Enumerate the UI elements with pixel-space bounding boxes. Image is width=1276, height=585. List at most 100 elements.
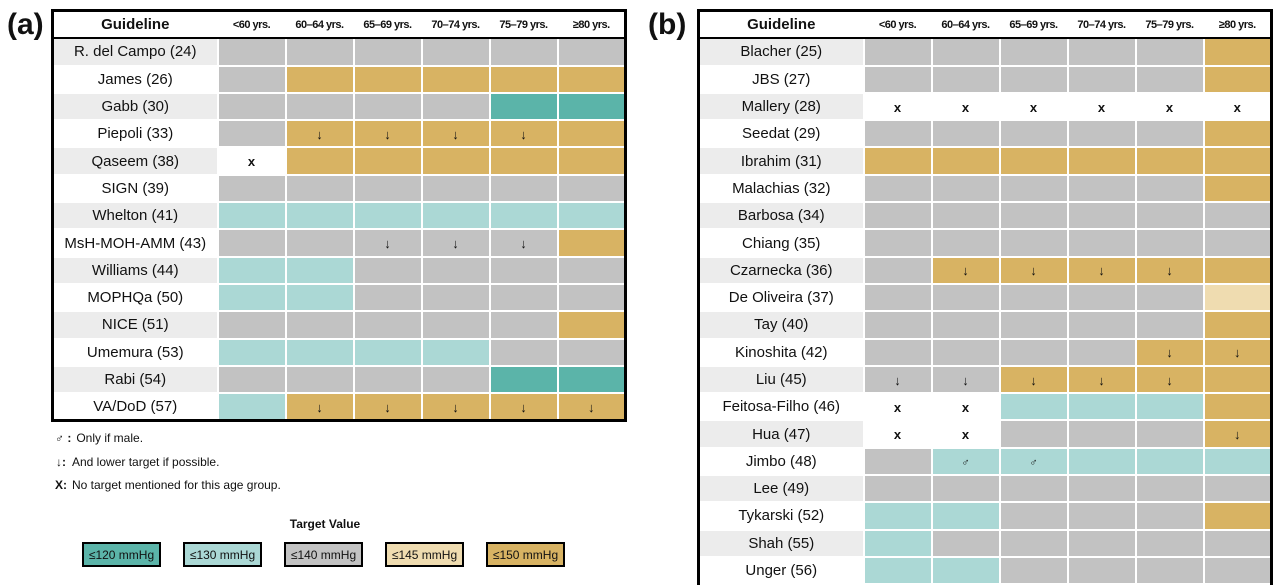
down-arrow-icon: ↓ <box>1030 372 1037 388</box>
panel-b-label: (b) <box>648 8 687 41</box>
x-mark-icon: x <box>893 99 902 115</box>
column-header-age: 65–69 yrs. <box>353 10 423 40</box>
target-cell <box>1067 420 1137 449</box>
table-b-header: Guideline <60 yrs. 60–64 yrs. 65–69 yrs.… <box>698 10 1272 40</box>
panel-a-label: (a) <box>7 8 44 41</box>
target-cell <box>1135 38 1205 67</box>
target-cell <box>999 338 1069 367</box>
guideline-name: MOPHQa (50) <box>52 283 219 313</box>
target-cell <box>999 174 1069 204</box>
target-cell: ↓ <box>489 393 559 422</box>
target-cell: ↓ <box>931 256 1001 285</box>
target-cell: x <box>1067 92 1137 122</box>
target-cell <box>217 38 287 67</box>
table-row: MOPHQa (50) <box>52 283 626 313</box>
down-arrow-icon: ↓ <box>384 236 391 252</box>
target-cell <box>1067 502 1137 531</box>
target-cell <box>1203 393 1272 422</box>
target-cell <box>1203 365 1272 395</box>
target-cell <box>863 338 933 367</box>
target-cell <box>557 202 626 231</box>
legend: ≤120 mmHg ≤130 mmHg ≤140 mmHg ≤145 mmHg … <box>82 542 587 567</box>
table-row: Tay (40) <box>698 311 1272 340</box>
table-row: R. del Campo (24) <box>52 38 626 67</box>
target-cell <box>1203 120 1272 149</box>
target-cell: ↓ <box>999 365 1069 395</box>
target-cell: ↓ <box>489 120 559 149</box>
target-cell <box>931 65 1001 94</box>
target-cell <box>931 311 1001 340</box>
target-cell <box>931 529 1001 558</box>
target-cell: ↓ <box>421 393 491 422</box>
target-cell <box>863 65 933 94</box>
target-cell <box>1067 120 1137 149</box>
guideline-name: Williams (44) <box>52 256 219 285</box>
target-cell: ↓ <box>931 365 1001 395</box>
target-cell <box>1067 229 1137 258</box>
target-cell: x <box>863 92 933 122</box>
target-cell <box>285 283 355 313</box>
guideline-name: Lee (49) <box>698 475 865 504</box>
column-header-age: <60 yrs. <box>217 10 287 40</box>
target-cell <box>353 65 423 94</box>
column-header-age: 60–64 yrs. <box>285 10 355 40</box>
target-cell <box>557 92 626 122</box>
guideline-name: Seedat (29) <box>698 120 865 149</box>
target-cell <box>217 174 287 204</box>
target-cell <box>421 311 491 340</box>
target-cell <box>353 92 423 122</box>
target-cell <box>1203 283 1272 313</box>
note-text: And lower target if possible. <box>72 454 220 469</box>
table-b-body: Blacher (25) JBS (27) Mallery (28) x x x x x x Se… <box>698 38 1272 585</box>
target-cell <box>557 65 626 94</box>
target-cell: x <box>931 92 1001 122</box>
target-cell <box>1067 202 1137 231</box>
target-cell <box>999 556 1069 585</box>
legend-title: Target Value <box>289 517 361 531</box>
x-mark-icon: x <box>1029 99 1038 115</box>
target-cell <box>1135 420 1205 449</box>
guideline-table-b: Guideline <60 yrs. 60–64 yrs. 65–69 yrs.… <box>697 9 1273 585</box>
target-cell <box>557 147 626 176</box>
target-cell <box>1203 529 1272 558</box>
guideline-name: Blacher (25) <box>698 38 865 67</box>
table-row: Gabb (30) <box>52 92 626 122</box>
target-cell <box>863 447 933 477</box>
target-cell: ↓ <box>1135 365 1205 395</box>
down-arrow-icon: ↓ <box>520 399 527 415</box>
down-arrow-icon: ↓ <box>894 372 901 388</box>
target-cell <box>557 311 626 340</box>
legend-item-150: ≤150 mmHg <box>486 542 565 567</box>
target-cell <box>217 202 287 231</box>
target-cell <box>863 256 933 285</box>
target-cell <box>217 120 287 149</box>
column-header-age: ≥80 yrs. <box>1203 10 1272 40</box>
x-mark-icon: x <box>961 99 970 115</box>
target-cell <box>557 283 626 313</box>
target-cell <box>489 65 559 94</box>
target-cell: ↓ <box>421 229 491 258</box>
guideline-name: Shah (55) <box>698 529 865 558</box>
target-cell <box>999 529 1069 558</box>
guideline-name: SIGN (39) <box>52 174 219 204</box>
target-cell <box>1135 311 1205 340</box>
target-cell <box>489 311 559 340</box>
guideline-name: R. del Campo (24) <box>52 38 219 67</box>
table-row: Czarnecka (36) ↓ ↓ ↓ ↓ <box>698 256 1272 285</box>
table-row: MsH-MOH-AMM (43) ↓ ↓ ↓ <box>52 229 626 258</box>
guideline-name: Ibrahim (31) <box>698 147 865 176</box>
guideline-name: Mallery (28) <box>698 92 865 122</box>
target-cell <box>217 65 287 94</box>
legend-item-120: ≤120 mmHg <box>82 542 161 567</box>
legend-item-130: ≤130 mmHg <box>183 542 262 567</box>
target-cell <box>557 38 626 67</box>
target-cell <box>999 393 1069 422</box>
target-cell <box>1135 65 1205 94</box>
target-cell: x <box>217 147 287 176</box>
target-cell <box>557 229 626 258</box>
target-cell <box>217 393 287 422</box>
target-cell <box>931 202 1001 231</box>
target-cell <box>1135 502 1205 531</box>
table-row: Shah (55) <box>698 529 1272 558</box>
table-row: Mallery (28) x x x x x x <box>698 92 1272 122</box>
